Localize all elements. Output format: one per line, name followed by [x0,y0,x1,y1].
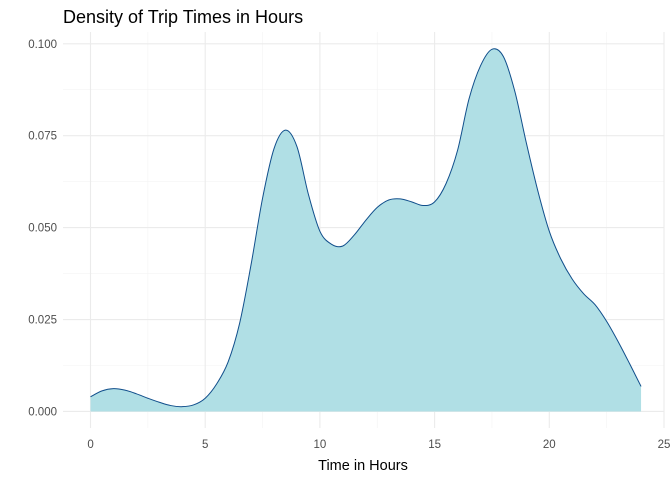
x-tick-label: 0 [87,439,93,451]
x-tick-label: 5 [202,439,208,451]
x-axis-title: Time in Hours [318,458,408,474]
x-tick-label: 25 [658,439,671,451]
y-tick-label: 0.050 [28,223,57,235]
y-tick-label: 0.025 [28,315,57,327]
data-layer [90,48,642,412]
x-tick-label: 10 [314,439,327,451]
density-line [90,48,642,408]
chart-title: Density of Trip Times in Hours [63,7,303,27]
axis-layer: 0 5 10 15 20 25 0.000 0.025 0.050 0.075 0.100 [28,39,670,451]
x-tick-label: 15 [428,439,441,451]
x-tick-label: 20 [543,439,556,451]
y-tick-label: 0.100 [28,39,57,51]
y-tick-label: 0.000 [28,406,57,418]
density-area [90,48,642,412]
y-tick-label: 0.075 [28,131,57,143]
